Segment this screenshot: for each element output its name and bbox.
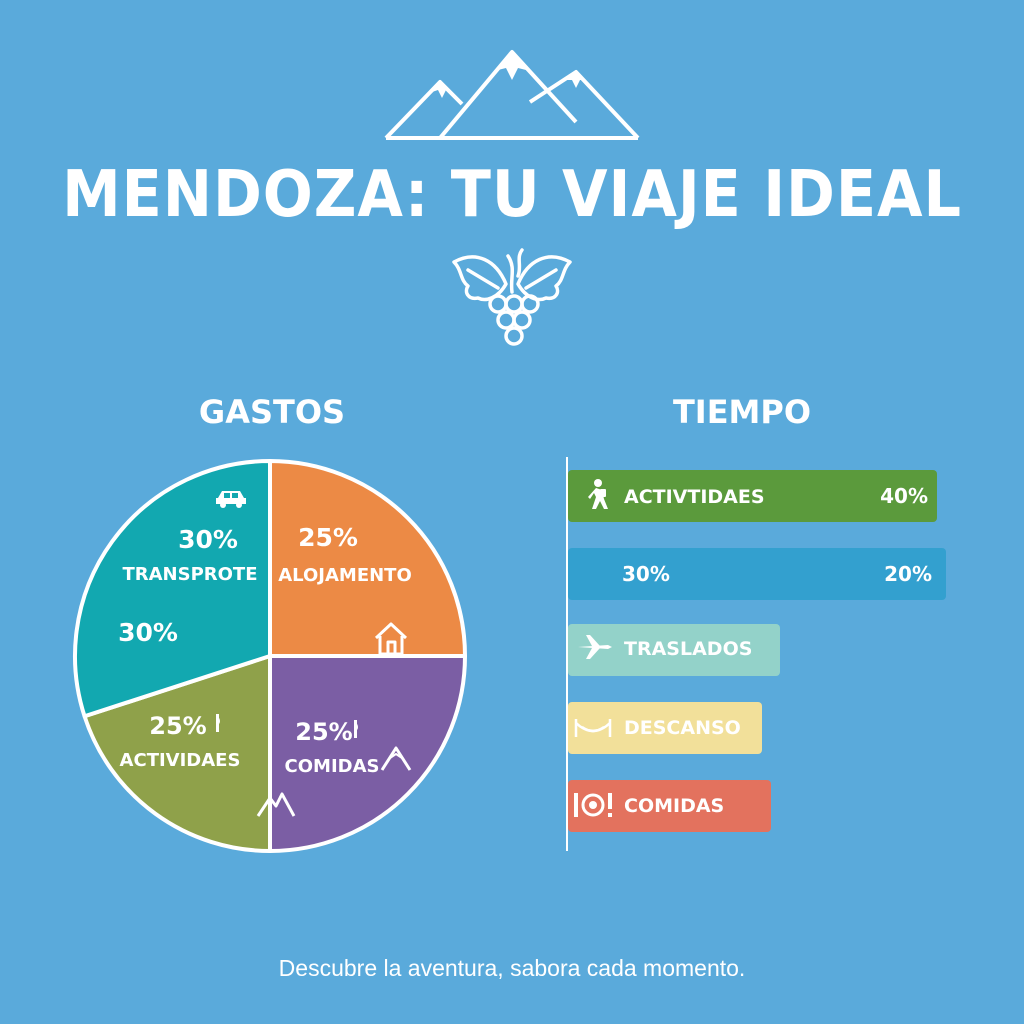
page-title: MENDOZA: TU VIAJE IDEAL — [62, 158, 962, 232]
pie-label-actividades: ACTIVIDAES — [120, 750, 241, 771]
footer-tagline: Descubre la aventura, sabora cada moment… — [278, 955, 746, 981]
pie-slice-comidas — [268, 654, 467, 853]
bar-traslados — [568, 624, 780, 676]
pie-label-comidas: COMIDAS — [285, 756, 380, 777]
pie-label-pct-alojamento: 25% — [298, 523, 358, 552]
bar-label-second: 30% — [622, 562, 670, 586]
pie-label-pct-actividades: 25% — [149, 712, 206, 740]
pie-label-alojamento: ALOJAMENTO — [278, 565, 412, 586]
pie-label-transporte: TRANSPROTE — [122, 564, 257, 585]
bar-comidas — [568, 780, 771, 832]
bar-second — [568, 548, 946, 600]
bar-chart: ACTIVTIDAES 40% 30% 20% TRASLADOS DESCAN… — [566, 457, 946, 851]
plane-icon — [578, 635, 612, 659]
pie-slice-transporte — [73, 459, 272, 719]
pie-chart: 30% TRANSPROTE 30% 25% ALOJAMENTO 25% CO… — [73, 459, 467, 853]
house-icon — [374, 622, 408, 656]
car-icon — [216, 491, 246, 508]
mountain-icon — [380, 746, 412, 771]
hiker-icon — [588, 479, 608, 509]
pie-slice-actividades — [82, 654, 272, 853]
pie-slice-alojamento — [268, 459, 467, 658]
utensils-icon — [354, 720, 358, 738]
tiempo-title: TIEMPO — [672, 393, 812, 431]
bar-value-second: 20% — [884, 562, 932, 586]
bar-descanso — [568, 702, 762, 754]
bar-label-traslados: TRASLADOS — [624, 638, 752, 660]
plate-icon — [574, 793, 612, 817]
bar-label-descanso: DESCANSO — [624, 717, 741, 739]
grapes-icon — [452, 248, 572, 346]
mountains-icon — [384, 50, 640, 140]
pie-label-extra-pct: 30% — [118, 618, 178, 647]
pie-label-pct-comidas: 25% — [295, 718, 352, 746]
utensils-icon — [216, 714, 220, 732]
mountain-icon — [256, 792, 296, 817]
bar-label-comidas: COMIDAS — [624, 795, 724, 817]
gastos-title: GASTOS — [198, 393, 346, 431]
bar-actividades — [568, 470, 937, 522]
bar-value-actividades: 40% — [880, 484, 928, 508]
hammock-icon — [574, 719, 612, 737]
bar-label-actividades: ACTIVTIDAES — [624, 486, 765, 508]
pie-label-pct-transporte: 30% — [178, 525, 238, 554]
